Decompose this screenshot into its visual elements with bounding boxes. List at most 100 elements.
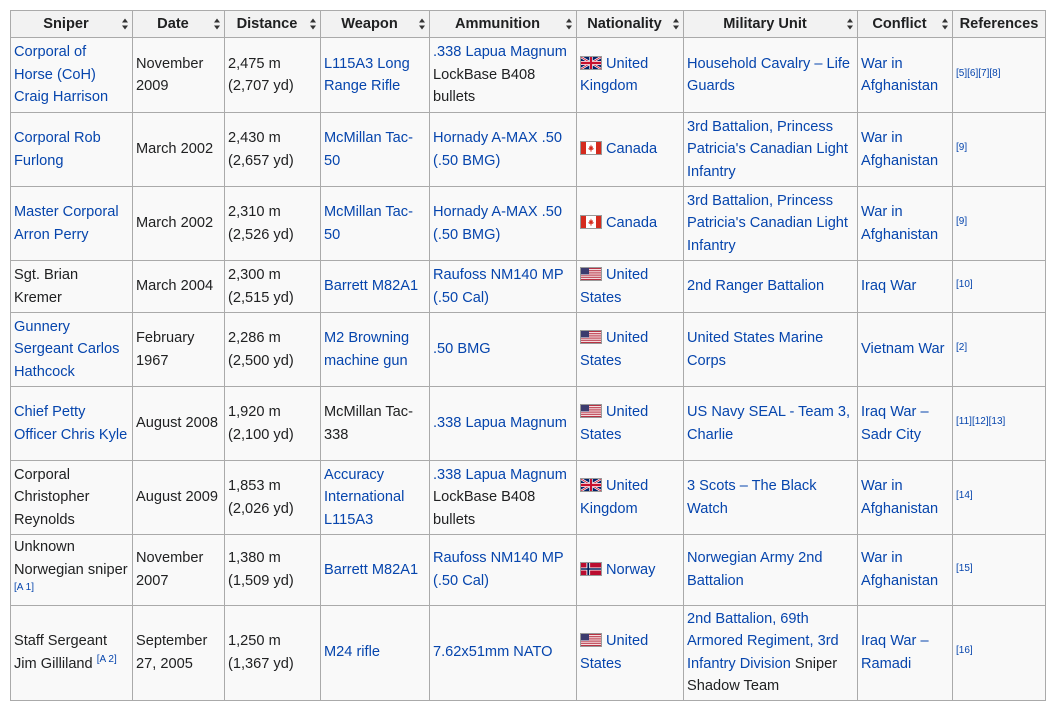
military-unit-link[interactable]: 3rd Battalion, Princess Patricia's Canad… — [687, 118, 848, 180]
weapon-name[interactable]: McMillan Tac-50 — [324, 204, 413, 243]
weapon-name[interactable]: L115A3 Long Range Rifle — [324, 55, 410, 95]
nationality-link[interactable]: United States — [580, 633, 649, 672]
nationality-link[interactable]: United Kingdom — [580, 55, 649, 95]
reference-links[interactable]: [11][12][13] — [956, 416, 1006, 428]
military-unit-link[interactable]: US Navy SEAL - Team 3, Charlie — [687, 404, 851, 443]
cell-weapon: L115A3 Long Range Rifle — [320, 37, 430, 113]
reference-links[interactable]: [2] — [956, 342, 968, 354]
sort-icon[interactable] — [566, 18, 572, 30]
reference-links[interactable]: [9] — [956, 142, 968, 154]
column-header-date[interactable]: Date — [132, 10, 225, 38]
cell-nationality: United States — [576, 260, 684, 313]
conflict-link[interactable]: Vietnam War — [861, 341, 945, 358]
distance-meters: 2,430 m — [228, 130, 281, 146]
weapon-name[interactable]: Accuracy International L115A3 — [324, 466, 405, 528]
reference-links[interactable]: [16] — [956, 645, 973, 657]
column-header-weapon[interactable]: Weapon — [320, 10, 430, 38]
military-unit-link[interactable]: Household Cavalry – Life Guards — [687, 55, 851, 95]
nationality-link[interactable]: United States — [580, 267, 649, 306]
military-unit-link[interactable]: 3 Scots – The Black Watch — [687, 478, 817, 517]
sort-icon[interactable] — [942, 18, 948, 30]
us-flag-icon — [580, 330, 602, 344]
sort-icon[interactable] — [122, 18, 128, 30]
conflict-link[interactable]: Iraq War – Ramadi — [861, 633, 929, 672]
sort-icon[interactable] — [847, 18, 853, 30]
nationality-link[interactable]: United States — [580, 404, 649, 443]
military-unit-link[interactable]: Norwegian Army 2nd Battalion — [687, 550, 823, 589]
sniper-name[interactable]: Corporal of Horse (CoH) Craig Harrison — [14, 44, 109, 106]
column-header-military-unit[interactable]: Military Unit — [683, 10, 858, 38]
conflict-link[interactable]: Iraq War — [861, 278, 917, 295]
sniper-name[interactable]: Corporal Rob Furlong — [14, 130, 101, 169]
table-row: Staff Sergeant Jim Gilliland [A 2] Septem… — [10, 604, 1046, 701]
reference-links[interactable]: [9] — [956, 216, 968, 228]
military-unit-link[interactable]: 3rd Battalion, Princess Patricia's Canad… — [687, 192, 848, 254]
reference-links[interactable]: [14] — [956, 490, 973, 502]
military-unit-link[interactable]: 2nd Battalion, 69th Armored Regiment, 3r… — [687, 610, 839, 672]
cell-ammunition: Raufoss NM140 MP (.50 Cal) — [429, 260, 577, 313]
sniper-name[interactable]: Master Corporal Arron Perry — [14, 204, 119, 243]
ammunition-link[interactable]: .50 BMG — [433, 341, 491, 358]
column-header-nationality[interactable]: Nationality — [576, 10, 684, 38]
conflict-link[interactable]: War in Afghanistan — [861, 130, 939, 169]
distance-meters: 2,310 m — [228, 204, 281, 220]
conflict-link[interactable]: Iraq War – Sadr City — [861, 404, 929, 443]
distance-yards: (2,515 yd) — [228, 289, 294, 306]
nationality-link[interactable]: Canada — [606, 141, 658, 158]
ammo-suffix: LockBase B408 bullets — [433, 66, 536, 106]
column-header-ammunition[interactable]: Ammunition — [429, 10, 577, 38]
sort-icon[interactable] — [214, 18, 220, 30]
column-header-conflict[interactable]: Conflict — [857, 10, 953, 38]
nationality-link[interactable]: Canada — [606, 215, 658, 232]
sort-icon[interactable] — [673, 18, 679, 30]
weapon-name[interactable]: M2 Browning machine gun — [324, 330, 410, 369]
column-header-distance[interactable]: Distance — [224, 10, 321, 38]
nationality-link[interactable]: United States — [580, 330, 649, 369]
weapon-name[interactable]: Barrett M82A1 — [324, 278, 419, 295]
ammunition-link[interactable]: Raufoss NM140 MP (.50 Cal) — [433, 267, 564, 306]
distance-meters: 1,920 m — [228, 404, 281, 420]
cell-military-unit: 2nd Ranger Battalion — [683, 260, 858, 313]
reference-links[interactable]: [15] — [956, 562, 973, 574]
footnote-ref[interactable]: [A 1] — [14, 582, 35, 594]
distance-yards: (2,026 yd) — [228, 500, 294, 517]
ammunition-link[interactable]: Raufoss NM140 MP (.50 Cal) — [433, 550, 564, 589]
cell-distance: 1,250 m (1,367 yd) — [224, 604, 321, 701]
weapon-name[interactable]: McMillan Tac-50 — [324, 130, 413, 169]
column-header-sniper[interactable]: Sniper — [10, 10, 133, 38]
conflict-link[interactable]: War in Afghanistan — [861, 478, 939, 517]
cell-date: September 27, 2005 — [132, 604, 225, 701]
ammunition-link[interactable]: .338 Lapua Magnum — [433, 415, 567, 432]
nationality-link[interactable]: United Kingdom — [580, 478, 649, 517]
military-unit-link[interactable]: United States Marine Corps — [687, 330, 824, 369]
sniper-name[interactable]: Gunnery Sergeant Carlos Hathcock — [14, 318, 120, 380]
cell-nationality: United States — [576, 386, 684, 461]
cell-sniper: Chief Petty Officer Chris Kyle — [10, 386, 133, 461]
ammunition-link[interactable]: Hornady A-MAX .50 (.50 BMG) — [433, 130, 562, 169]
footnote-ref[interactable]: [A 2] — [96, 653, 117, 665]
military-unit-link[interactable]: 2nd Ranger Battalion — [687, 278, 825, 295]
cell-sniper: Unknown Norwegian sniper [A 1] — [10, 534, 133, 606]
conflict-link[interactable]: War in Afghanistan — [861, 55, 939, 95]
ammunition-link[interactable]: .338 Lapua Magnum — [433, 44, 567, 61]
nationality-link[interactable]: Norway — [606, 561, 656, 578]
cell-military-unit: US Navy SEAL - Team 3, Charlie — [683, 386, 858, 461]
cell-military-unit: 3rd Battalion, Princess Patricia's Canad… — [683, 112, 858, 187]
cell-date: August 2008 — [132, 386, 225, 461]
weapon-name[interactable]: Barrett M82A1 — [324, 561, 419, 578]
sort-icon[interactable] — [310, 18, 316, 30]
cell-references: [11][12][13] — [952, 386, 1046, 461]
conflict-link[interactable]: War in Afghanistan — [861, 204, 939, 243]
sniper-name[interactable]: Chief Petty Officer Chris Kyle — [14, 404, 128, 443]
ammunition-link[interactable]: 7.62x51mm NATO — [433, 644, 553, 661]
reference-links[interactable]: [10] — [956, 279, 973, 291]
reference-links[interactable]: [5][6][7][8] — [956, 67, 1001, 79]
distance-meters: 1,853 m — [228, 478, 281, 494]
ammunition-link[interactable]: .338 Lapua Magnum — [433, 466, 567, 483]
weapon-name[interactable]: M24 rifle — [324, 644, 380, 661]
conflict-link[interactable]: War in Afghanistan — [861, 550, 939, 589]
cell-nationality: Canada — [576, 186, 684, 261]
distance-meters: 2,286 m — [228, 330, 281, 346]
ammunition-link[interactable]: Hornady A-MAX .50 (.50 BMG) — [433, 204, 562, 243]
sort-icon[interactable] — [419, 18, 425, 30]
